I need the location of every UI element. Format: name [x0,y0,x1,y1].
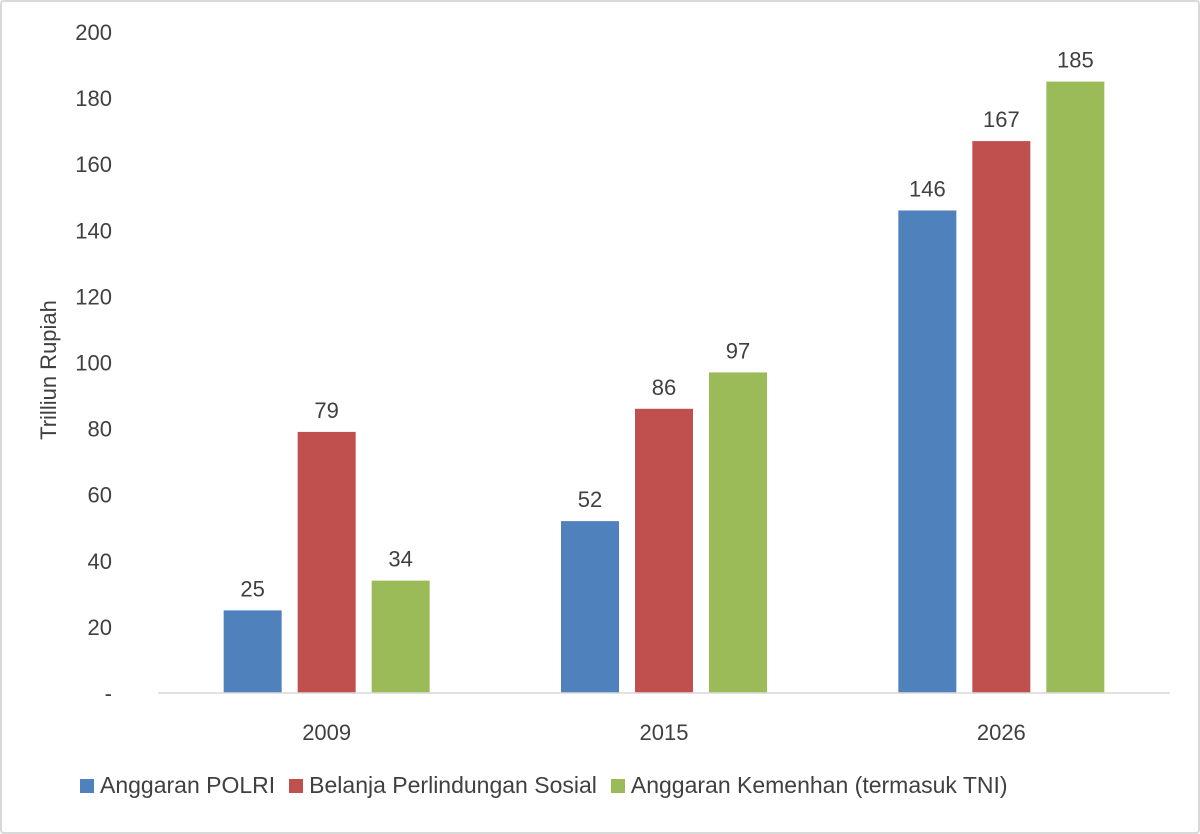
data-label: 79 [314,398,338,423]
y-axis-label: Trilliun Rupiah [36,300,61,440]
legend-item: Anggaran Kemenhan (termasuk TNI) [610,772,1008,799]
data-label: 34 [388,547,412,572]
y-tick-label: 120 [75,284,112,309]
data-labels: 25 79 34 52 86 97 146 167 185 [240,48,1093,602]
data-label: 52 [578,487,602,512]
bar [223,610,282,693]
legend-label: Anggaran Kemenhan (termasuk TNI) [630,772,1008,798]
bar [371,580,430,693]
x-category-label: 2009 [302,720,351,745]
bar [709,372,767,693]
data-label: 167 [983,107,1020,132]
x-category-label: 2026 [977,720,1026,745]
bar [297,431,356,693]
y-tick-label: 20 [88,615,112,640]
bar [1046,81,1105,693]
y-tick-label: 160 [75,152,112,177]
y-tick-label: 140 [75,218,112,243]
legend-swatch [80,778,94,793]
y-tick-label: 60 [88,483,112,508]
legend-label: Belanja Perlindungan Sosial [309,772,597,798]
data-label: 97 [726,338,750,363]
legend: Anggaran POLRI Belanja Perlindungan Sosia… [80,772,1022,799]
y-tick-label: 40 [88,549,112,574]
bar [561,521,619,693]
legend-label: Anggaran POLRI [100,772,276,798]
legend-swatch [289,778,304,793]
legend-item: Belanja Perlindungan Sosial [289,772,597,799]
bars [223,81,1105,693]
data-label: 25 [240,576,264,601]
y-tick-label: 180 [75,86,112,111]
y-tick-label: 200 [75,20,112,45]
y-tick-label: 80 [88,417,112,442]
bar [898,210,957,693]
legend-item: Anggaran POLRI [80,772,275,799]
bar [972,141,1031,693]
bar [635,408,693,693]
data-label: 146 [909,176,946,201]
y-tick-label: 100 [75,351,112,376]
data-label: 185 [1057,48,1094,73]
legend-swatch [610,778,625,793]
x-axis-categories: 2009 2015 2026 [302,720,1026,745]
y-tick-label: - [105,681,112,706]
x-category-label: 2015 [640,720,689,745]
data-label: 86 [652,375,676,400]
y-axis-ticks: - 20 40 60 80 100 120 140 160 180 200 [75,20,112,706]
